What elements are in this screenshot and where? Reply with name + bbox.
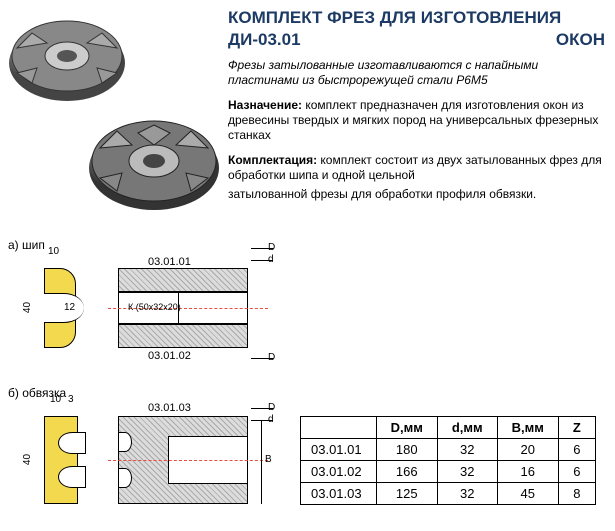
th-B: B,мм (497, 417, 558, 439)
cell: 03.01.02 (301, 461, 377, 483)
table-header-row: D,мм d,мм B,мм Z (301, 417, 596, 439)
cell: 20 (497, 439, 558, 461)
cell: 6 (558, 439, 595, 461)
product-code: ДИ-03.01 (228, 30, 301, 50)
dim-B: B (265, 454, 272, 465)
product-photos (2, 8, 222, 226)
dim-40b: 40 (22, 454, 33, 465)
description-text: Фрезы затылованные изготавливаются с нап… (228, 58, 605, 88)
cell: 166 (376, 461, 437, 483)
table-row: 03.01.03 125 32 45 8 (301, 483, 596, 505)
cell: 180 (376, 439, 437, 461)
dim-40a: 40 (22, 302, 33, 313)
part-label-03: 03.01.03 (148, 402, 191, 414)
part-label-02: 03.01.02 (148, 350, 191, 362)
cell: 6 (558, 461, 595, 483)
th-blank (301, 417, 377, 439)
spacer-label: К (50х32х20) (128, 302, 181, 312)
cell: 32 (437, 483, 497, 505)
cell: 03.01.03 (301, 483, 377, 505)
diagram-a-label: а) шип (8, 238, 45, 252)
th-D: D,мм (376, 417, 437, 439)
diagram-a: а) шип 10 40 12 03.01.01 К (50х32х20) 03… (8, 238, 298, 368)
th-d: d,мм (437, 417, 497, 439)
cell: 16 (497, 461, 558, 483)
diagram-b: б) обвязка 10 3 40 03.01.03 D d B (8, 380, 298, 520)
product-title-line1: КОМПЛЕКТ ФРЕЗ ДЛЯ ИЗГОТОВЛЕНИЯ (228, 8, 605, 28)
part-label-01: 03.01.01 (148, 256, 191, 268)
product-title-line2: ОКОН (556, 30, 605, 50)
cell: 125 (376, 483, 437, 505)
contents-text2: затылованной фрезы для обработки профиля… (228, 187, 605, 202)
cell: 8 (558, 483, 595, 505)
cell: 03.01.01 (301, 439, 377, 461)
cell: 32 (437, 439, 497, 461)
dim-10b: 10 (50, 394, 61, 405)
table-row: 03.01.02 166 32 16 6 (301, 461, 596, 483)
th-Z: Z (558, 417, 595, 439)
dim-12: 12 (64, 302, 75, 313)
spec-table: D,мм d,мм B,мм Z 03.01.01 180 32 20 6 03… (300, 416, 596, 505)
cell: 45 (497, 483, 558, 505)
cell: 32 (437, 461, 497, 483)
table-row: 03.01.01 180 32 20 6 (301, 439, 596, 461)
contents-label: Комплектация: (228, 153, 317, 167)
cutter-photo-1 (2, 8, 132, 113)
cutter-photo-2 (82, 103, 227, 223)
contents-paragraph: Комплектация: комплект состоит из двух з… (228, 153, 605, 183)
dim-3: 3 (68, 394, 74, 405)
dim-10: 10 (48, 246, 59, 257)
purpose-paragraph: Назначение: комплект предназначен для из… (228, 98, 605, 143)
purpose-label: Назначение: (228, 98, 302, 112)
